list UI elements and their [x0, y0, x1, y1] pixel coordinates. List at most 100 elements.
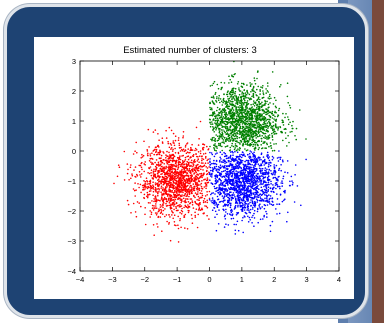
data-point [236, 103, 239, 106]
data-point [263, 118, 266, 121]
data-point [211, 201, 213, 204]
data-point [240, 112, 242, 115]
data-point [126, 199, 129, 202]
data-point [168, 156, 170, 159]
data-point [224, 114, 227, 116]
data-point [286, 160, 289, 162]
data-point [237, 186, 240, 188]
data-point [241, 127, 243, 130]
data-point [243, 128, 246, 131]
data-point [225, 161, 228, 164]
data-point [246, 200, 248, 202]
data-point [226, 128, 228, 130]
data-point [178, 147, 181, 149]
data-point [173, 144, 176, 147]
data-point [211, 139, 213, 142]
data-point [230, 217, 233, 220]
data-point [166, 162, 169, 165]
data-point [134, 175, 136, 178]
data-point [272, 124, 275, 127]
data-point [182, 148, 185, 151]
data-point [221, 125, 224, 128]
data-point [232, 97, 235, 99]
data-point [262, 93, 265, 96]
data-point [196, 173, 198, 176]
data-point [235, 119, 238, 122]
data-point [250, 90, 252, 93]
data-point [167, 155, 169, 157]
data-point [264, 158, 266, 161]
data-point [250, 107, 253, 109]
data-point [168, 182, 170, 184]
data-point [171, 166, 173, 169]
data-point [241, 119, 243, 122]
data-point [235, 122, 238, 125]
data-point [156, 183, 159, 185]
data-point [238, 154, 241, 156]
data-point [174, 135, 177, 137]
data-point [229, 191, 231, 193]
data-point [171, 147, 173, 149]
data-point [250, 199, 252, 201]
data-point [242, 198, 244, 200]
data-point [254, 144, 256, 146]
data-point [180, 184, 183, 186]
data-point [153, 170, 155, 172]
data-point [209, 145, 211, 148]
data-point [174, 189, 176, 192]
data-point [173, 164, 175, 167]
data-point [267, 127, 269, 129]
x-tick-label: 3 [305, 275, 309, 284]
data-point [174, 177, 176, 179]
data-point [285, 128, 287, 130]
data-point [224, 185, 226, 187]
data-point [267, 189, 270, 191]
data-point [216, 174, 219, 177]
data-point [184, 213, 187, 216]
data-point [273, 96, 276, 99]
data-point [246, 205, 249, 208]
data-point [118, 166, 121, 168]
data-point [221, 137, 224, 140]
data-point [193, 161, 195, 163]
data-point [154, 129, 157, 131]
data-point [173, 203, 176, 206]
data-point [219, 108, 221, 110]
data-point [166, 220, 168, 223]
data-point [196, 181, 198, 184]
data-point [271, 220, 274, 223]
data-point [245, 104, 248, 107]
data-point [253, 140, 255, 142]
data-point [248, 122, 250, 125]
data-point [149, 182, 152, 184]
data-point [268, 183, 270, 186]
data-point [156, 223, 158, 225]
data-point [182, 166, 184, 169]
data-point [246, 123, 249, 126]
data-point [202, 212, 204, 215]
data-point [220, 133, 223, 136]
data-point [211, 192, 213, 195]
data-point [222, 197, 225, 199]
data-point [258, 114, 261, 117]
data-point [249, 129, 252, 132]
data-point [239, 126, 242, 129]
data-point [201, 155, 203, 157]
data-point [193, 177, 195, 179]
data-point [215, 169, 218, 172]
data-point [262, 160, 265, 162]
data-point [232, 133, 235, 136]
data-point [269, 203, 271, 205]
data-point [173, 177, 175, 179]
data-point [256, 144, 259, 146]
data-point [184, 144, 187, 147]
data-point [157, 170, 159, 172]
data-point [152, 209, 155, 211]
data-point [226, 213, 229, 215]
data-point [247, 221, 250, 223]
data-point [241, 169, 244, 172]
data-point [248, 182, 251, 185]
data-point [251, 164, 253, 166]
data-point [261, 87, 264, 89]
data-point [243, 98, 245, 100]
